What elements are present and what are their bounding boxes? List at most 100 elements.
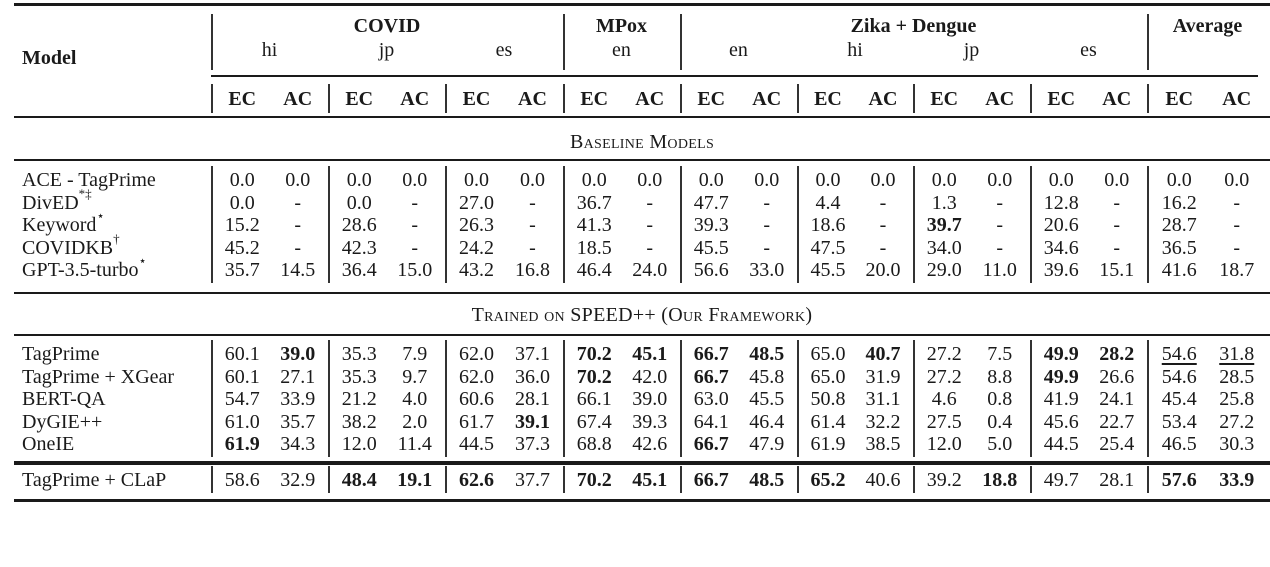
score-cell: 28.2 [1099,343,1135,365]
vertical-rule [913,166,915,283]
vertical-rule [563,14,565,70]
score-cell: 22.7 [1099,410,1135,433]
score-cell: 41.6 [1161,259,1197,281]
score-cell: 65.2 [810,469,846,491]
dataset-header: Average [1172,15,1243,37]
score-cell: 32.9 [280,469,316,491]
score-cell: 0.0 [1166,169,1192,191]
score-cell: 45.5 [693,236,729,259]
score-cell: 0.0 [581,169,607,191]
score-cell: 15.1 [1099,259,1135,281]
score-cell: 16.2 [1161,191,1197,214]
score-cell: 39.3 [693,214,729,236]
model-label: ACE - TagPrime [22,169,156,191]
vertical-rule [445,340,447,457]
score-cell: 46.5 [1161,433,1197,455]
score-cell: - [879,236,887,259]
score-cell: - [1113,191,1121,214]
vertical-rule [563,166,565,283]
vertical-rule [1147,466,1149,493]
score-cell: - [646,236,654,259]
metric-header-ec: EC [814,88,842,110]
score-cell: 0.0 [285,169,311,191]
language-header: jp [378,39,395,61]
score-cell: 45.5 [810,259,846,281]
metric-header-ac: AC [518,88,547,110]
vertical-rule [797,340,799,457]
score-cell: - [1233,214,1241,236]
metric-header-ac: AC [1222,88,1252,110]
score-cell: 41.9 [1043,388,1079,410]
model-name: TagPrime + CLaP [22,468,166,492]
score-cell: 25.4 [1099,433,1135,455]
vertical-rule [211,466,213,493]
score-cell: - [411,191,419,214]
score-cell: 45.4 [1161,388,1197,410]
score-cell: 19.1 [397,469,433,491]
language-header: es [1080,39,1097,61]
language-header: en [612,39,631,61]
score-cell: 35.3 [341,365,377,388]
vertical-rule [680,14,682,70]
model-label: DyGIE++ [22,410,103,433]
score-cell: 38.2 [341,410,377,433]
score-cell: 18.5 [576,236,612,259]
language-header: hi [261,39,278,61]
score-cell: 0.0 [931,169,957,191]
score-cell: 48.4 [341,469,377,491]
score-cell: 5.0 [987,433,1013,455]
score-cell: 60.1 [224,343,260,365]
metric-header-ec: EC [1165,88,1194,110]
metric-header-ac: AC [1102,88,1132,110]
model-name: COVIDKB† [22,232,120,260]
score-cell: 60.6 [459,388,494,410]
score-cell: 45.1 [632,343,668,365]
score-cell: 27.2 [926,365,962,388]
score-cell: 11.0 [982,259,1017,281]
score-cell: 47.9 [749,433,785,455]
score-cell: 45.1 [632,469,668,491]
score-cell: - [1113,236,1121,259]
score-cell: 67.4 [576,410,612,433]
score-cell: 28.1 [515,388,550,410]
score-cell: 1.3 [931,191,957,214]
score-cell: 39.6 [1043,259,1079,281]
score-cell: 11.4 [397,433,432,455]
model-name: DivED*‡ [22,187,92,215]
score-cell: 0.0 [402,169,428,191]
score-cell: 12.0 [926,433,962,455]
score-cell: 27.1 [280,365,316,388]
score-cell: 35.7 [280,410,316,433]
score-cell: - [646,214,654,236]
score-cell: 0.0 [1048,169,1074,191]
vertical-rule [1030,340,1032,457]
score-cell: 61.9 [810,433,846,455]
score-cell: - [996,191,1004,214]
score-cell: 62.6 [459,469,494,491]
score-cell: 0.0 [698,169,724,191]
score-cell: 2.0 [402,410,428,433]
score-cell: 65.0 [810,365,846,388]
score-cell: 4.6 [931,388,957,410]
score-cell: 68.8 [576,433,612,455]
score-cell: 26.3 [459,214,494,236]
score-cell: 63.0 [693,388,729,410]
score-cell: - [996,214,1004,236]
score-cell: 20.0 [865,259,901,281]
model-name: ACE - TagPrime [22,168,156,192]
score-cell: 42.6 [632,433,668,455]
vertical-rule [445,84,447,113]
footnote-marker: ⋆ [96,208,105,224]
score-cell: 66.7 [693,469,729,491]
vertical-rule [1147,14,1149,70]
score-cell: 31.9 [865,365,901,388]
score-cell: 18.8 [982,469,1018,491]
score-cell: 27.5 [926,410,962,433]
score-cell: - [294,214,302,236]
score-cell: 39.7 [926,214,962,236]
score-cell: 18.7 [1219,259,1255,281]
score-cell: 54.6 [1161,343,1197,365]
metric-header-ac: AC [283,88,313,110]
model-name: OneIE [22,432,74,456]
score-cell: 70.2 [576,365,612,388]
